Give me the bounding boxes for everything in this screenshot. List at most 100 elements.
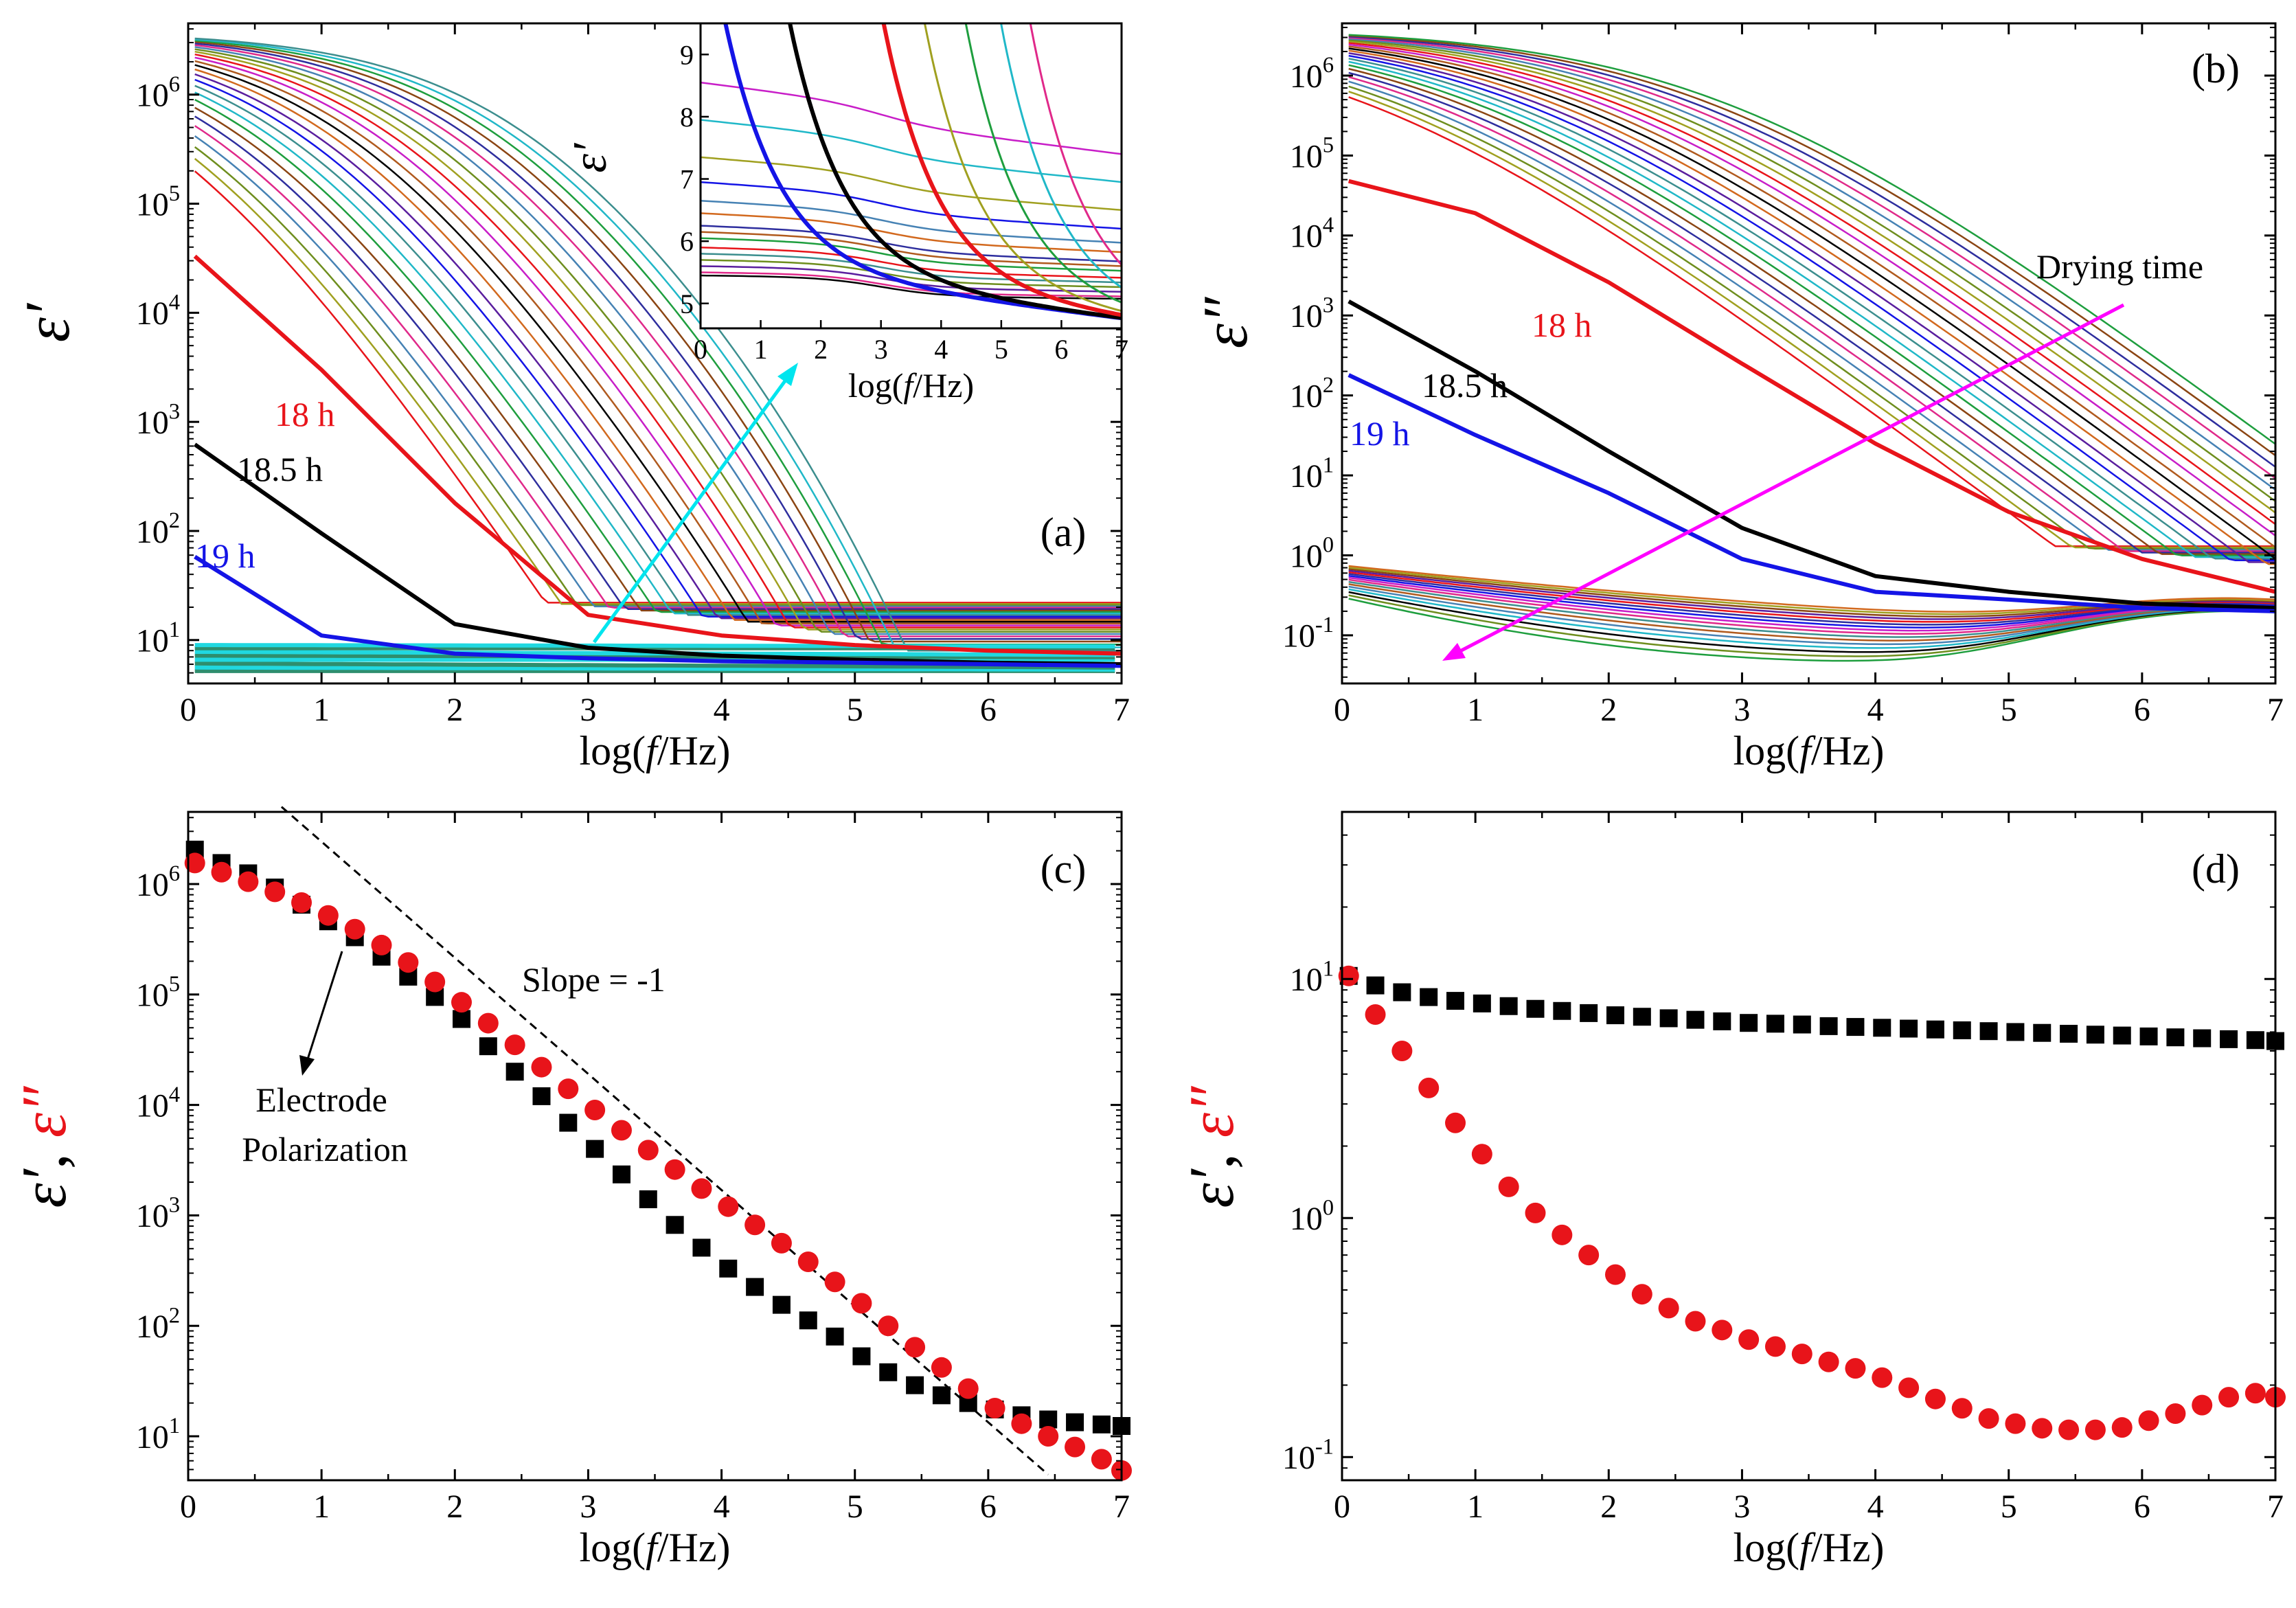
panel-label: (d)	[2192, 846, 2240, 892]
series-line	[194, 56, 1122, 626]
data-point-square	[1580, 1004, 1598, 1022]
data-point-circle	[797, 1251, 819, 1272]
x-tick-label: 3	[1734, 1488, 1750, 1525]
y-tick-label: 105	[1290, 133, 1334, 175]
data-point-circle	[1498, 1176, 1519, 1197]
inset-x-tick-label: 0	[694, 334, 707, 365]
x-tick-label: 4	[714, 1488, 730, 1525]
x-tick-label: 7	[1113, 692, 1130, 728]
data-point-circle	[851, 1293, 872, 1314]
series-line	[1348, 91, 2275, 549]
data-point-square	[1873, 1019, 1891, 1037]
data-point-square	[559, 1113, 578, 1132]
series-line	[1348, 583, 2275, 642]
x-tick-label: 0	[180, 1488, 196, 1525]
annotation-18-5h: 18.5 h	[237, 450, 323, 488]
data-point-square	[532, 1087, 551, 1105]
inset-y-tick-label: 8	[680, 102, 694, 133]
data-point-circle	[477, 1012, 499, 1034]
y-tick-label: 102	[136, 1303, 180, 1345]
series-line	[1348, 47, 2275, 560]
series-line	[1348, 574, 2275, 629]
series-eps-double-prime	[184, 852, 1132, 1481]
data-point-square	[2220, 1030, 2238, 1048]
inset-series-line	[701, 237, 1122, 272]
slope-reference-line	[280, 806, 1049, 1475]
highlighted-series-line	[1348, 299, 2275, 611]
data-point-circle	[398, 952, 419, 973]
series-line	[1348, 585, 2275, 646]
data-point-circle	[1712, 1320, 1733, 1341]
data-point-circle	[1418, 1077, 1440, 1098]
inset-series-line	[701, 81, 1122, 155]
highlighted-series-line	[1348, 373, 2275, 613]
series-line	[1348, 38, 2275, 502]
electrode-arrow-head	[299, 1055, 315, 1076]
data-point-square	[1633, 1008, 1651, 1026]
inset-x-tick-label: 1	[754, 334, 768, 365]
inset-series-line	[701, 212, 1122, 253]
drying-time-arrow	[1456, 303, 2125, 655]
data-point-circle	[1951, 1398, 1973, 1419]
panel-label: (a)	[1041, 510, 1087, 555]
y-tick-label: 100	[1290, 533, 1334, 575]
data-point-circle	[1898, 1377, 1920, 1398]
data-point-circle	[718, 1196, 739, 1217]
series-line	[194, 665, 1115, 672]
inset-x-tick-label: 4	[934, 334, 948, 365]
series-line	[194, 84, 1122, 616]
data-point-circle	[1038, 1426, 1059, 1447]
series-line	[194, 661, 1115, 670]
inset-series-line	[964, 23, 1122, 304]
series-eps-double-prime	[1338, 965, 2286, 1440]
data-point-square	[1926, 1020, 1944, 1039]
series-line	[194, 44, 1122, 637]
series-eps-prime	[1339, 966, 2284, 1050]
data-point-circle	[424, 971, 446, 993]
x-tick-label: 2	[446, 1488, 463, 1525]
data-point-circle	[558, 1078, 579, 1100]
x-tick-label: 3	[1734, 692, 1750, 728]
inset-y-tick-label: 7	[680, 164, 694, 195]
electrode-arrow	[306, 951, 343, 1062]
data-point-square	[1740, 1014, 1758, 1032]
data-point-square	[2139, 1027, 2158, 1045]
inset-series-line	[923, 23, 1122, 313]
data-point-square	[612, 1165, 630, 1184]
x-tick-label: 2	[1600, 692, 1617, 728]
series-line	[1348, 58, 2275, 560]
x-tick-label: 4	[1867, 1488, 1884, 1525]
data-point-circle	[264, 881, 286, 903]
data-point-square	[1819, 1017, 1838, 1035]
data-point-square	[505, 1063, 524, 1081]
data-point-square	[719, 1259, 738, 1278]
series-line	[1348, 38, 2275, 491]
series-line	[1348, 36, 2275, 479]
data-point-square	[639, 1190, 657, 1208]
series-line	[1348, 60, 2275, 558]
y-tick-label: 103	[136, 399, 180, 441]
x-axis-label: log(f/Hz)	[1734, 728, 1885, 773]
data-point-square	[586, 1140, 604, 1158]
x-tick-label: 6	[980, 692, 997, 728]
inset-series-line	[701, 225, 1122, 262]
data-point-circle	[1764, 1336, 1786, 1357]
data-point-circle	[931, 1357, 952, 1378]
data-point-circle	[771, 1232, 792, 1254]
annotation-19h: 19 h	[195, 536, 255, 575]
x-tick-label: 2	[446, 692, 463, 728]
data-point-circle	[451, 992, 472, 1013]
series-line	[194, 158, 1122, 605]
y-tick-label: 10-1	[1282, 1434, 1334, 1476]
data-point-circle	[824, 1271, 845, 1293]
series-line	[1348, 76, 2275, 552]
data-point-circle	[1738, 1329, 1760, 1350]
data-point-square	[2193, 1029, 2212, 1048]
y-tick-label: 104	[136, 1083, 180, 1124]
data-point-circle	[1685, 1311, 1706, 1332]
x-tick-label: 3	[580, 692, 596, 728]
series-line	[194, 653, 1115, 659]
series-line	[1348, 35, 2275, 468]
data-point-square	[2166, 1028, 2185, 1047]
y-tick-label: 101	[1290, 453, 1334, 495]
